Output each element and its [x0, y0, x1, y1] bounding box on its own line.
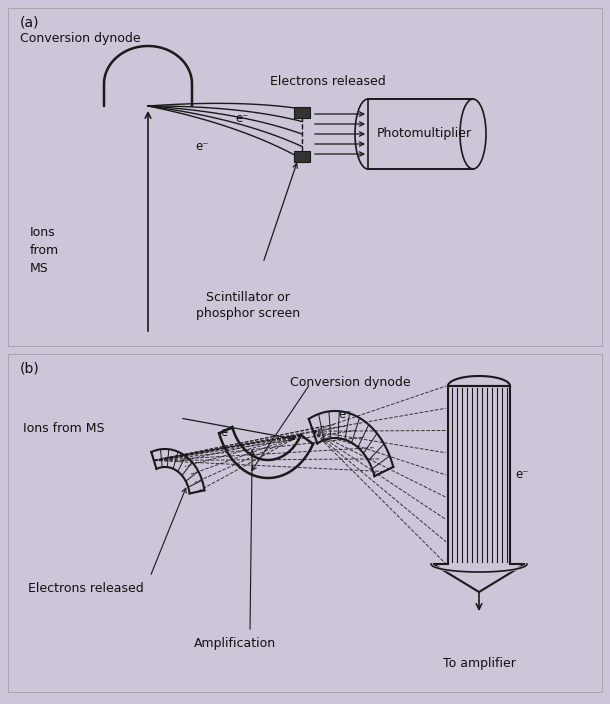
- Text: Photomultiplier: Photomultiplier: [377, 127, 472, 141]
- Text: Amplification: Amplification: [194, 637, 276, 650]
- Text: (a): (a): [20, 16, 40, 30]
- Text: e⁻: e⁻: [220, 426, 234, 439]
- Text: Scintillator or
phosphor screen: Scintillator or phosphor screen: [196, 291, 300, 320]
- Text: Electrons released: Electrons released: [28, 582, 144, 595]
- Text: To amplifier: To amplifier: [443, 657, 515, 670]
- Text: Conversion dynode: Conversion dynode: [20, 32, 141, 45]
- Bar: [8, 354, 602, 692]
- Bar: [294, 151, 310, 161]
- Text: Ions
from
MS: Ions from MS: [30, 227, 59, 275]
- Ellipse shape: [460, 99, 486, 169]
- Text: e⁻: e⁻: [515, 468, 528, 482]
- Text: Conversion dynode: Conversion dynode: [290, 376, 411, 389]
- Bar: [294, 106, 310, 118]
- Text: Electrons released: Electrons released: [270, 75, 386, 88]
- Text: e⁻: e⁻: [338, 408, 351, 421]
- Text: e⁻: e⁻: [235, 113, 248, 125]
- Text: e⁻: e⁻: [195, 139, 209, 153]
- Bar: [368, 99, 473, 169]
- Text: (b): (b): [20, 362, 40, 376]
- Text: Ions from MS: Ions from MS: [23, 422, 104, 435]
- Bar: [8, 8, 602, 346]
- Polygon shape: [433, 376, 525, 592]
